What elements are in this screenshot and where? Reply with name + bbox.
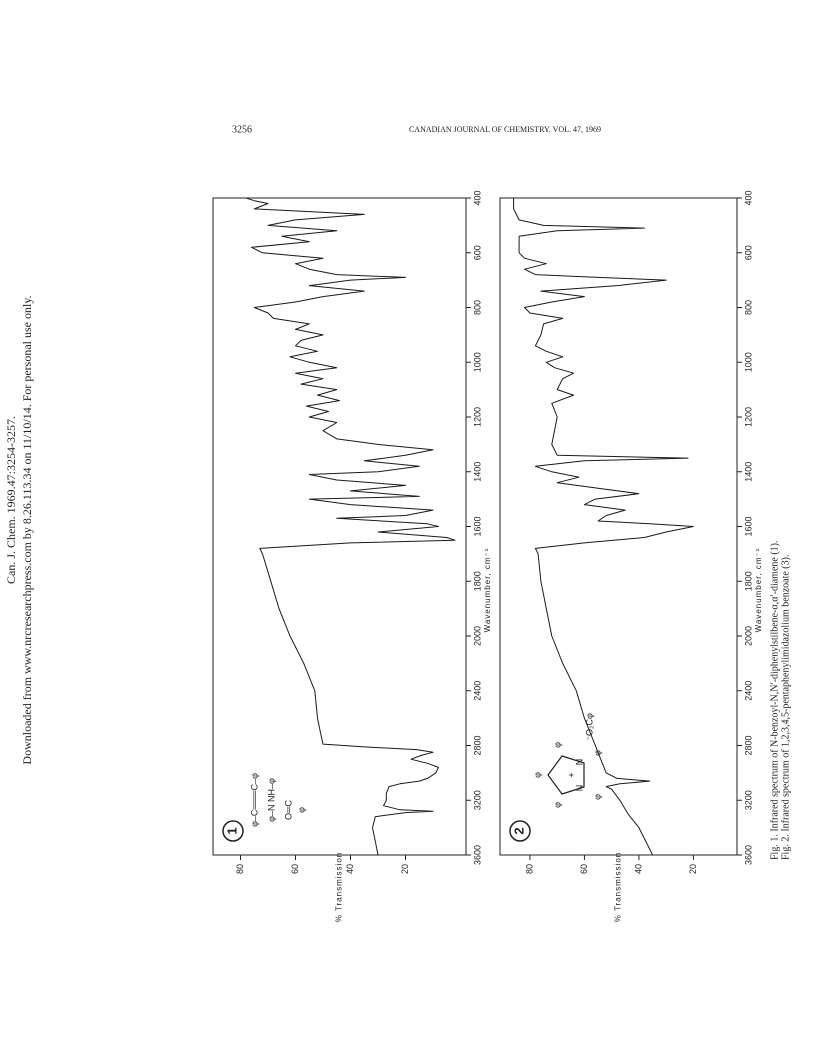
- x-tick-label: 600: [743, 245, 753, 260]
- y-tick-label: 60: [290, 864, 300, 874]
- structure-text: O═C: [283, 800, 293, 820]
- y-tick-label: 20: [688, 864, 698, 874]
- x-tick-label: 2800: [743, 735, 753, 755]
- x-tick-label: 2400: [743, 681, 753, 701]
- x-tick-label: 800: [743, 300, 753, 315]
- plot-frame: [212, 197, 467, 856]
- y-tick-label: 20: [400, 864, 410, 874]
- x-tick-label: 1200: [472, 407, 482, 427]
- x-tick-label: 1400: [743, 462, 753, 482]
- x-tick-label: 1000: [743, 352, 753, 372]
- x-tick-label: 400: [472, 190, 482, 205]
- x-tick-label: 1000: [472, 352, 482, 372]
- structure-text: φ: [552, 742, 562, 748]
- y-tick-label: 60: [579, 864, 589, 874]
- structure-text: φ: [592, 750, 602, 756]
- spectrum-line: [245, 197, 456, 856]
- structure-text: N: [574, 785, 584, 792]
- x-tick-label: 1200: [743, 407, 753, 427]
- structure-text: φ: [552, 802, 562, 808]
- structure-2: N N + φ φ φ φ φ ⁻O₂Cφ: [532, 713, 602, 808]
- figure-number: 2: [511, 827, 526, 834]
- plot-frame: [499, 197, 738, 856]
- x-tick-label: 1600: [472, 516, 482, 536]
- x-tick-label: 400: [743, 190, 753, 205]
- page-number: 3256: [232, 124, 252, 135]
- structure-text: φ–N NH–φ: [266, 778, 276, 822]
- caption: Fig. 2. Infrared spectrum of 1,2,3,4,5-p…: [780, 555, 791, 860]
- x-axis-label: Wavenumber, cm⁻¹: [483, 548, 492, 633]
- x-tick-label: 3600: [743, 845, 753, 865]
- y-tick-label: 80: [235, 864, 245, 874]
- journal-header: CANADIAN JOURNAL OF CHEMISTRY. VOL. 47, …: [409, 125, 601, 134]
- figure-number: 1: [224, 827, 239, 834]
- structure-text: N: [574, 759, 584, 766]
- structure-text: φ: [296, 807, 306, 813]
- structure-text: ⁻O₂Cφ: [584, 713, 594, 741]
- structure-text: φ: [532, 772, 542, 778]
- structure-1: φ–C═══C–φ φ–N NH–φ O═C φ: [249, 773, 306, 827]
- y-tick-label: 40: [633, 864, 643, 874]
- ring: [547, 755, 585, 795]
- watermark: Downloaded from www.nrcresearchpress.com…: [20, 295, 34, 764]
- x-tick-label: 1600: [743, 516, 753, 536]
- x-tick-label: 2400: [472, 681, 482, 701]
- caption: Fig. 1. Infrared spectrum of N-benzoyl-N…: [769, 541, 780, 860]
- structure-text: φ: [592, 794, 602, 800]
- x-tick-label: 800: [472, 300, 482, 315]
- y-tick-label: 80: [524, 864, 534, 874]
- x-tick-label: 3200: [472, 790, 482, 810]
- x-tick-label: 3600: [472, 845, 482, 865]
- x-tick-label: 2000: [472, 626, 482, 646]
- x-tick-label: 3200: [743, 790, 753, 810]
- y-axis-label: % Transmission: [335, 852, 344, 922]
- structure-text: +: [566, 772, 576, 777]
- x-tick-label: 600: [472, 245, 482, 260]
- x-tick-label: 1800: [743, 571, 753, 591]
- watermark: Can. J. Chem. 1969.47:3254-3257.: [4, 416, 18, 584]
- figure-badge: [509, 820, 531, 842]
- x-tick-label: 2000: [743, 626, 753, 646]
- structure-text: φ–C═══C–φ: [249, 773, 259, 827]
- y-axis-label: % Transmission: [614, 852, 623, 922]
- spectrum-line: [513, 198, 694, 856]
- x-axis-label: Wavenumber, cm⁻¹: [754, 548, 763, 633]
- x-tick-label: 1800: [472, 571, 482, 591]
- x-tick-label: 2800: [472, 735, 482, 755]
- x-tick-label: 1400: [472, 462, 482, 482]
- y-tick-label: 40: [345, 864, 355, 874]
- figure-badge: [222, 820, 244, 842]
